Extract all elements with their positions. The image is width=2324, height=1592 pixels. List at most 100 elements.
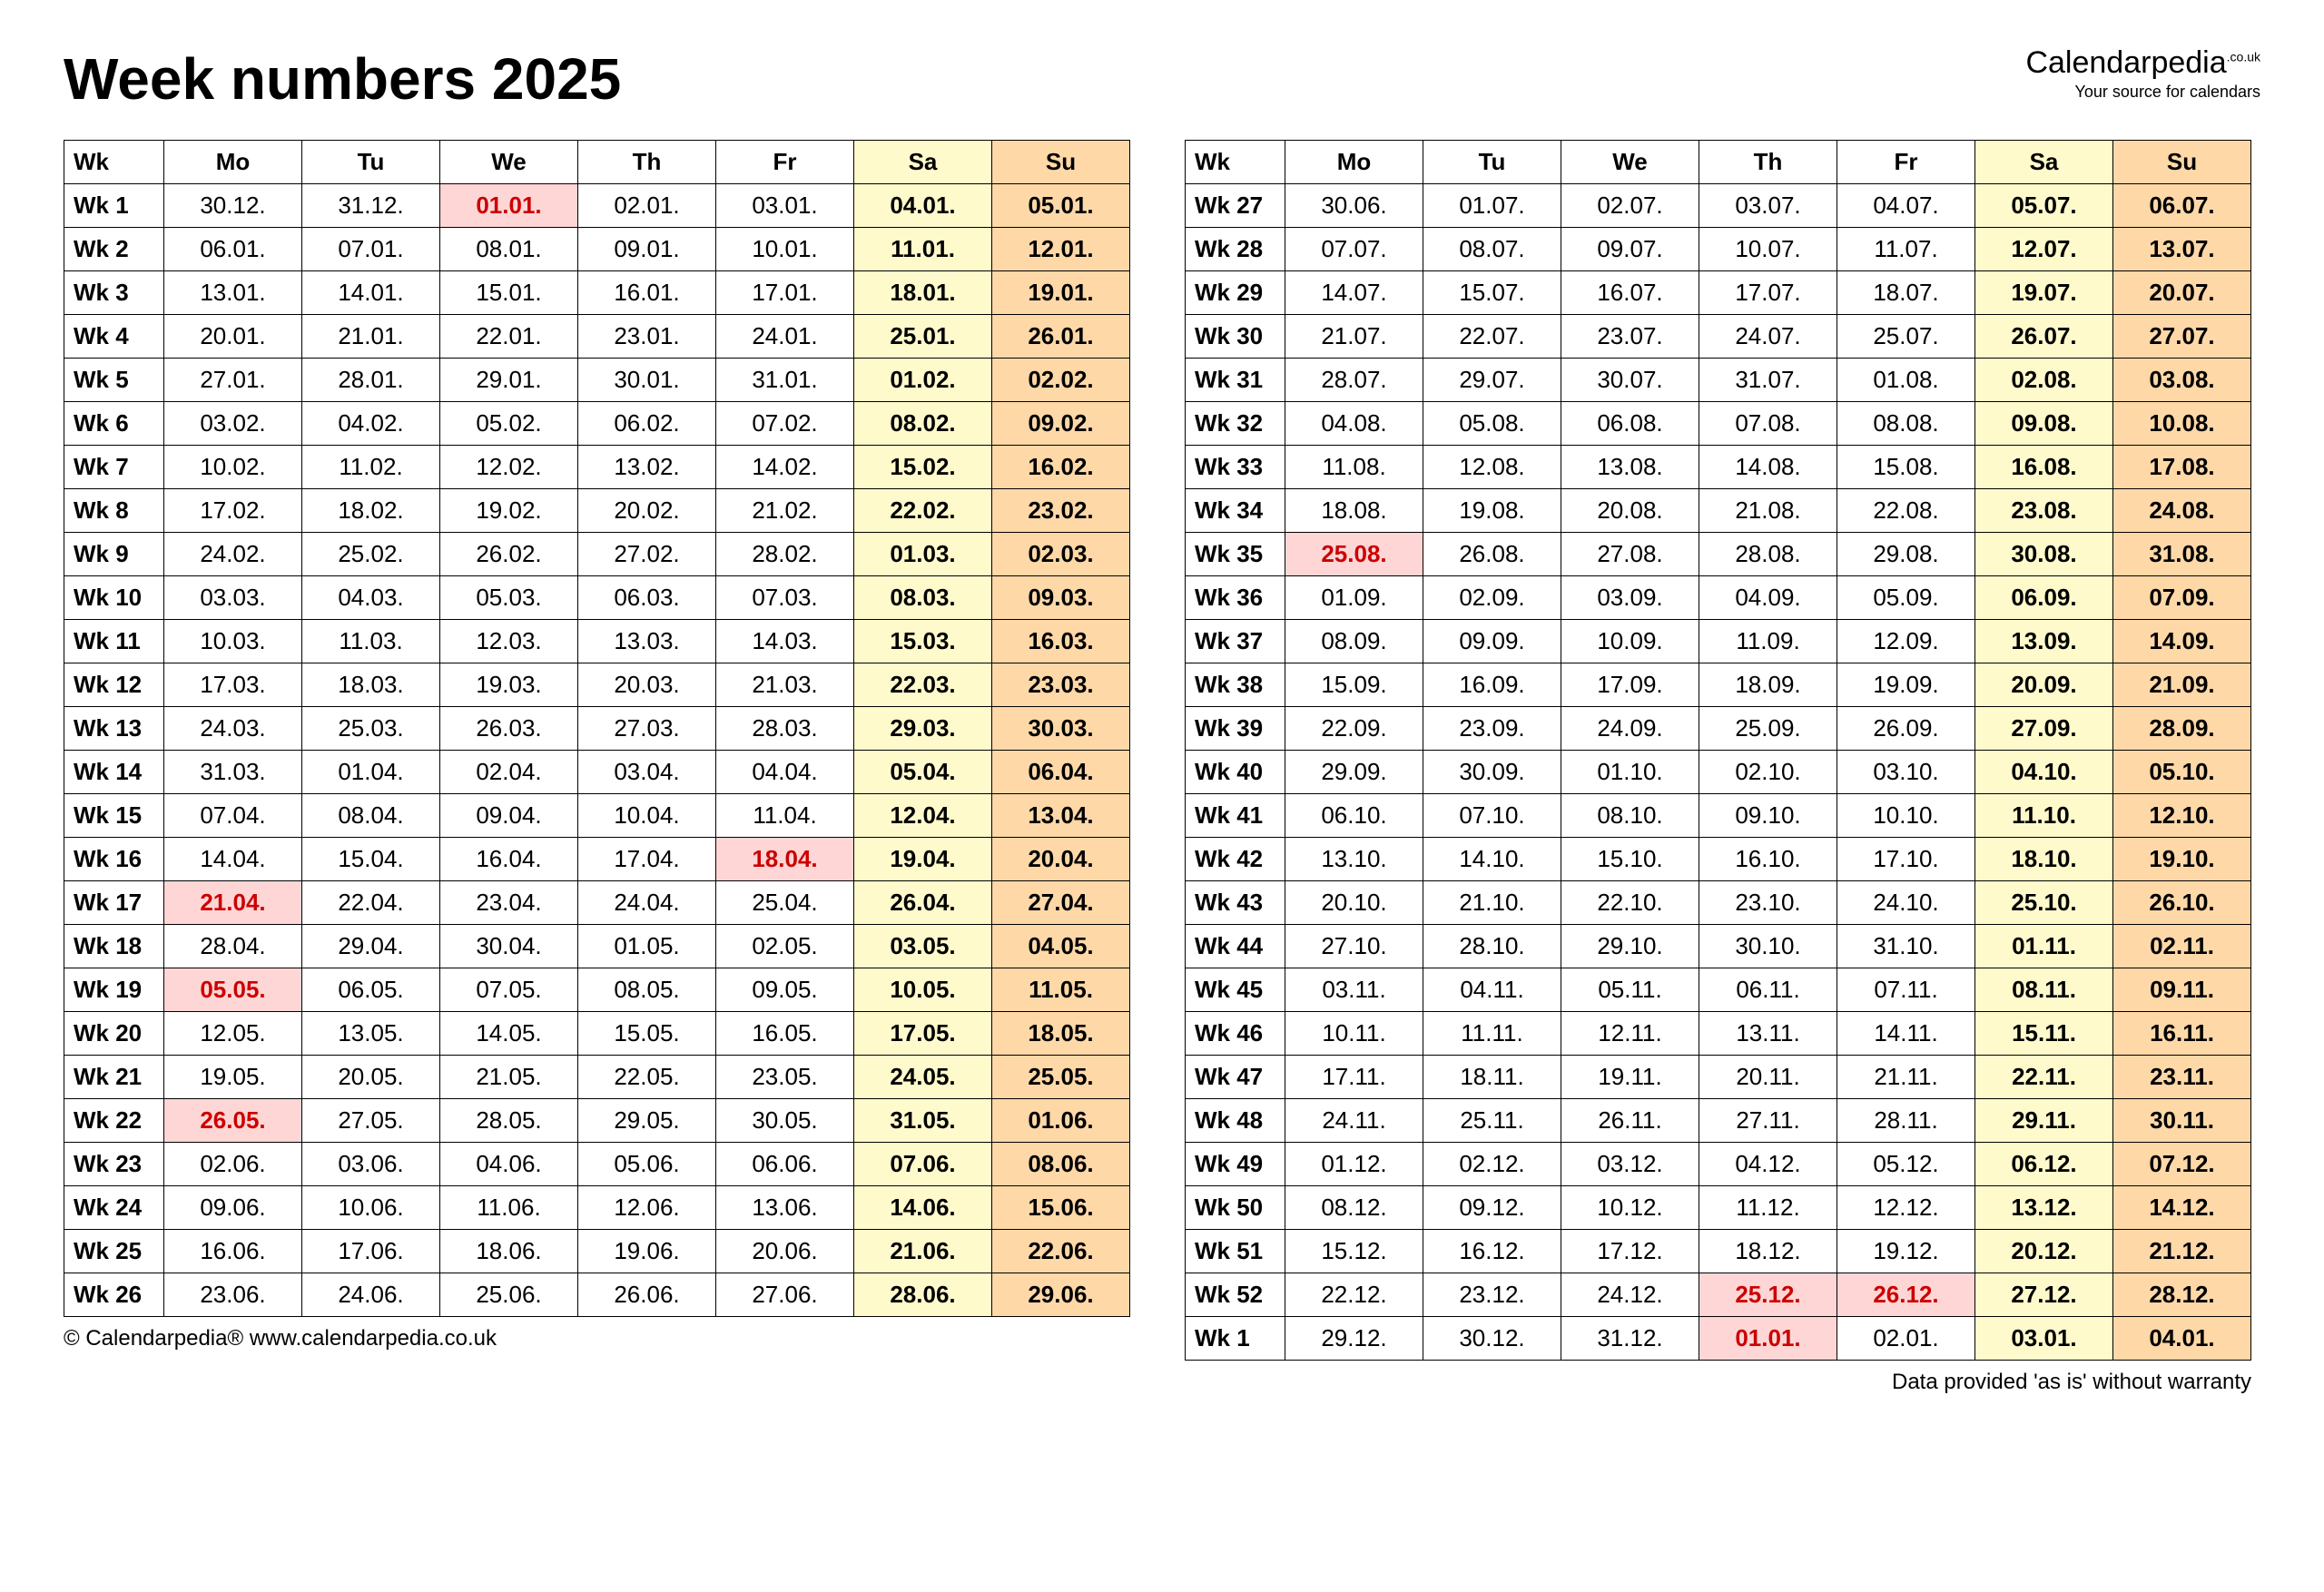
date-cell: 12.04. [854, 794, 992, 838]
date-cell: 22.03. [854, 663, 992, 707]
date-cell: 15.10. [1561, 838, 1699, 881]
column-header: Sa [1975, 141, 2113, 184]
date-cell: 02.07. [1561, 184, 1699, 228]
column-header: Fr [1837, 141, 1975, 184]
date-cell: 17.04. [578, 838, 716, 881]
table-row: Wk 1003.03.04.03.05.03.06.03.07.03.08.03… [64, 576, 1130, 620]
date-cell: 18.03. [302, 663, 440, 707]
date-cell: 27.12. [1975, 1273, 2113, 1317]
date-cell: 05.12. [1837, 1143, 1975, 1186]
date-cell: 19.09. [1837, 663, 1975, 707]
date-cell: 31.07. [1699, 359, 1837, 402]
date-cell: 22.04. [302, 881, 440, 925]
date-cell: 20.01. [164, 315, 302, 359]
date-cell: 11.12. [1699, 1186, 1837, 1230]
date-cell: 29.10. [1561, 925, 1699, 968]
date-cell: 14.12. [2113, 1186, 2251, 1230]
table-row: Wk 2914.07.15.07.16.07.17.07.18.07.19.07… [1186, 271, 2251, 315]
date-cell: 31.10. [1837, 925, 1975, 968]
week-label: Wk 28 [1186, 228, 1285, 271]
date-cell: 03.01. [716, 184, 854, 228]
date-cell: 18.09. [1699, 663, 1837, 707]
table-row: Wk 924.02.25.02.26.02.27.02.28.02.01.03.… [64, 533, 1130, 576]
table-row: Wk 710.02.11.02.12.02.13.02.14.02.15.02.… [64, 446, 1130, 489]
date-cell: 09.08. [1975, 402, 2113, 446]
week-label: Wk 13 [64, 707, 164, 751]
table-head-left: WkMoTuWeThFrSaSu [64, 141, 1130, 184]
date-cell: 15.11. [1975, 1012, 2113, 1056]
date-cell: 17.06. [302, 1230, 440, 1273]
date-cell: 08.03. [854, 576, 992, 620]
date-cell: 27.11. [1699, 1099, 1837, 1143]
logo: Calendarpedia.co.uk Your source for cale… [2025, 45, 2260, 102]
week-label: Wk 19 [64, 968, 164, 1012]
date-cell: 30.12. [164, 184, 302, 228]
table-row: Wk 313.01.14.01.15.01.16.01.17.01.18.01.… [64, 271, 1130, 315]
column-header: Th [578, 141, 716, 184]
date-cell: 13.06. [716, 1186, 854, 1230]
week-label: Wk 37 [1186, 620, 1285, 663]
week-label: Wk 31 [1186, 359, 1285, 402]
date-cell: 28.02. [716, 533, 854, 576]
date-cell: 11.10. [1975, 794, 2113, 838]
date-cell: 02.01. [1837, 1317, 1975, 1361]
date-cell: 12.03. [440, 620, 578, 663]
date-cell: 07.11. [1837, 968, 1975, 1012]
date-cell: 07.09. [2113, 576, 2251, 620]
week-label: Wk 14 [64, 751, 164, 794]
date-cell: 11.06. [440, 1186, 578, 1230]
date-cell: 08.08. [1837, 402, 1975, 446]
date-cell: 21.05. [440, 1056, 578, 1099]
date-cell: 16.04. [440, 838, 578, 881]
table-row: Wk 1828.04.29.04.30.04.01.05.02.05.03.05… [64, 925, 1130, 968]
week-label: Wk 42 [1186, 838, 1285, 881]
date-cell: 25.04. [716, 881, 854, 925]
date-cell: 29.11. [1975, 1099, 2113, 1143]
week-label: Wk 51 [1186, 1230, 1285, 1273]
date-cell: 11.05. [992, 968, 1130, 1012]
table-row: Wk 5115.12.16.12.17.12.18.12.19.12.20.12… [1186, 1230, 2251, 1273]
date-cell: 05.11. [1561, 968, 1699, 1012]
table-row: Wk 3311.08.12.08.13.08.14.08.15.08.16.08… [1186, 446, 2251, 489]
footer-right: Data provided 'as is' without warranty [1185, 1370, 2251, 1395]
date-cell: 31.08. [2113, 533, 2251, 576]
date-cell: 10.02. [164, 446, 302, 489]
date-cell: 29.01. [440, 359, 578, 402]
date-cell: 17.03. [164, 663, 302, 707]
date-cell: 28.12. [2113, 1273, 2251, 1317]
date-cell: 09.02. [992, 402, 1130, 446]
logo-main: Calendarpedia.co.uk [2025, 45, 2260, 81]
date-cell: 24.08. [2113, 489, 2251, 533]
date-cell: 09.12. [1423, 1186, 1561, 1230]
week-label: Wk 3 [64, 271, 164, 315]
table-row: Wk 130.12.31.12.01.01.02.01.03.01.04.01.… [64, 184, 1130, 228]
date-cell: 02.02. [992, 359, 1130, 402]
date-cell: 16.05. [716, 1012, 854, 1056]
week-label: Wk 41 [1186, 794, 1285, 838]
date-cell: 27.01. [164, 359, 302, 402]
date-cell: 02.03. [992, 533, 1130, 576]
date-cell: 20.05. [302, 1056, 440, 1099]
date-cell: 23.12. [1423, 1273, 1561, 1317]
date-cell: 01.03. [854, 533, 992, 576]
date-cell: 04.01. [2113, 1317, 2251, 1361]
date-cell: 25.09. [1699, 707, 1837, 751]
date-cell: 09.06. [164, 1186, 302, 1230]
date-cell: 05.01. [992, 184, 1130, 228]
date-cell: 24.07. [1699, 315, 1837, 359]
date-cell: 20.06. [716, 1230, 854, 1273]
table-row: Wk 3525.08.26.08.27.08.28.08.29.08.30.08… [1186, 533, 2251, 576]
date-cell: 21.12. [2113, 1230, 2251, 1273]
date-cell: 09.10. [1699, 794, 1837, 838]
table-row: Wk 1507.04.08.04.09.04.10.04.11.04.12.04… [64, 794, 1130, 838]
date-cell: 30.12. [1423, 1317, 1561, 1361]
date-cell: 28.07. [1285, 359, 1423, 402]
date-cell: 11.01. [854, 228, 992, 271]
date-cell: 28.03. [716, 707, 854, 751]
date-cell: 01.11. [1975, 925, 2113, 968]
week-label: Wk 38 [1186, 663, 1285, 707]
date-cell: 27.09. [1975, 707, 2113, 751]
date-cell: 11.03. [302, 620, 440, 663]
date-cell: 17.07. [1699, 271, 1837, 315]
week-label: Wk 15 [64, 794, 164, 838]
